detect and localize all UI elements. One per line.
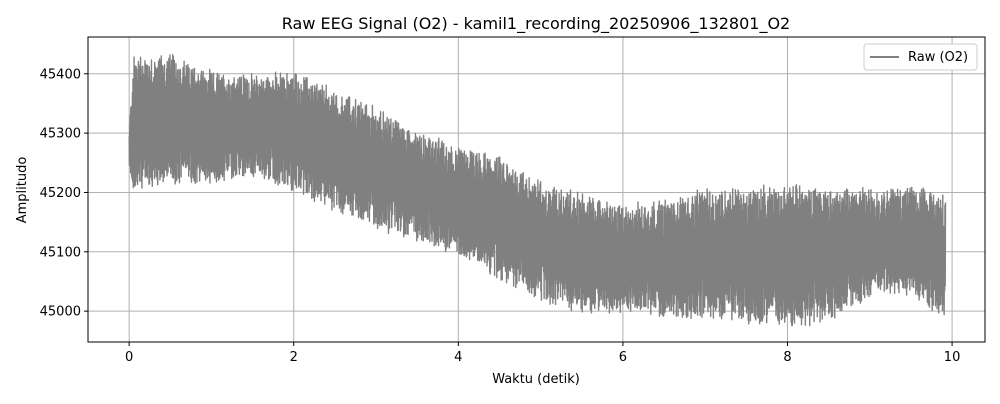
x-tick-label: 6: [619, 350, 627, 365]
x-tick-label: 8: [783, 350, 791, 365]
y-tick-label: 45400: [40, 67, 81, 82]
legend-label-raw: Raw (O2): [908, 50, 968, 65]
y-axis-label: Amplitudo: [15, 157, 30, 224]
x-tick-label: 4: [454, 350, 462, 365]
x-tick-label: 0: [125, 350, 133, 365]
series-line-raw-o2: [128, 54, 947, 327]
legend-box: [863, 43, 978, 71]
y-tick-label: 45100: [40, 245, 81, 260]
y-tick-label: 45000: [40, 305, 81, 320]
y-tick-label: 45200: [40, 186, 81, 201]
y-tick-label: 45300: [40, 127, 81, 142]
legend: Raw (O2): [863, 43, 978, 71]
x-tick-label: 2: [290, 350, 298, 365]
signal-layer: [128, 54, 947, 327]
x-axis-label: Waktu (detik): [492, 372, 580, 387]
grid-layer: [88, 37, 985, 342]
x-axis-ticks: 0 2 4 6 8 10: [125, 342, 960, 365]
y-axis-ticks: 45000 45100 45200 45300 45400: [40, 67, 88, 320]
x-tick-label: 10: [944, 350, 961, 365]
chart-title: Raw EEG Signal (O2) - kamil1_recording_2…: [282, 14, 790, 34]
plot-frame: [87, 36, 986, 343]
